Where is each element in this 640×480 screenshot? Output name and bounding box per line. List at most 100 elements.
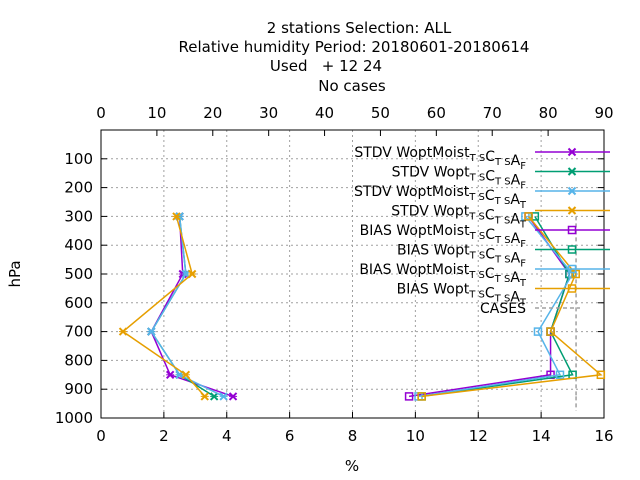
data-point	[228, 392, 238, 401]
legend-label-part: STDV Wopt	[392, 165, 470, 181]
legend-label-part: STDV Wopt	[391, 204, 469, 220]
y-tick-label: 1000	[55, 409, 93, 427]
legend-label-part: F	[520, 239, 526, 250]
legend-label-part: A	[510, 192, 520, 208]
y-tick-label: 500	[64, 265, 93, 283]
legend-label-part: T S	[494, 216, 511, 227]
data-point	[219, 392, 228, 401]
legend-label: BIAS WoptMoistT SCT SAT	[359, 262, 527, 289]
legend-label-part: T S	[469, 153, 486, 164]
title-line-1: 2 stations Selection: ALL	[267, 19, 452, 37]
legend-entry: BIAS WoptMoistT SCT SAF	[360, 223, 610, 250]
legend-label-part: BIAS WoptMoist	[360, 223, 470, 239]
x2-tick-label: 70	[483, 104, 502, 122]
series-line	[421, 215, 603, 398]
legend-label-part: T S	[469, 251, 486, 262]
legend-label-part: A	[511, 231, 521, 247]
legend-label-part: C	[485, 266, 495, 282]
legend-label-part: T S	[494, 235, 511, 246]
legend-label-part: BIAS Wopt	[397, 243, 470, 259]
legend-label: STDV WoptT SCT SAT	[391, 204, 527, 231]
legend-label-part: STDV WoptMoist	[354, 145, 470, 161]
grid	[101, 130, 604, 418]
data-point	[404, 392, 414, 401]
x2-tick-label: 90	[594, 104, 613, 122]
x2-tick-label: 40	[315, 104, 334, 122]
legend-label-part: T S	[494, 294, 511, 305]
legend-label-part: T S	[494, 255, 511, 266]
data-point	[555, 370, 565, 380]
x-tick-label: 10	[406, 427, 425, 445]
legend-label-part: C	[485, 286, 495, 302]
series-4	[118, 212, 209, 401]
series	[118, 212, 606, 401]
legend-label-part: C	[485, 149, 495, 165]
legend-label-part: A	[511, 173, 521, 189]
data-point	[533, 327, 543, 336]
x2-tick-label: 20	[203, 104, 222, 122]
data-point	[172, 212, 181, 221]
legend-entry: BIAS WoptT SCT SAF	[397, 243, 610, 270]
legend-label-part: BIAS Wopt	[397, 282, 470, 298]
data-point	[187, 269, 197, 279]
x2-tick-label: 60	[427, 104, 446, 122]
legend-label-part: A	[510, 290, 520, 306]
legend-label-part: T S	[494, 177, 511, 188]
legend-label-part: T	[519, 278, 527, 289]
legend-label: STDV WoptT SCT SAF	[392, 165, 527, 192]
legend-entry-cases: CASES	[480, 301, 580, 317]
legend-marker	[567, 225, 577, 235]
legend-label-part: C	[485, 188, 495, 204]
x-tick-label: 12	[469, 427, 488, 445]
x-tick-label: 6	[285, 427, 295, 445]
legend-marker	[567, 186, 577, 196]
legend-entry: STDV WoptMoistT SCT SAF	[354, 145, 610, 172]
y-tick-label: 800	[64, 351, 93, 369]
y-tick-label: 900	[64, 380, 93, 398]
data-point	[181, 370, 191, 380]
legend-label-part: C	[485, 227, 495, 243]
title-line-3: Used + 12 24	[270, 57, 382, 75]
legend-label-part: T S	[468, 192, 485, 203]
data-point	[524, 212, 533, 221]
legend-label-part: T S	[469, 173, 486, 184]
legend-label-part: T	[519, 298, 527, 309]
series-line	[150, 216, 224, 398]
legend-marker	[567, 245, 577, 254]
legend-label-part: BIAS WoptMoist	[359, 262, 469, 278]
legend-label-cases: CASES	[480, 301, 526, 317]
legend-entry: BIAS WoptT SCT SAT	[397, 282, 610, 309]
legend-label-part: STDV WoptMoist	[354, 184, 470, 200]
series-1	[147, 212, 238, 401]
data-point	[596, 370, 606, 380]
x-tick-label: 4	[222, 427, 232, 445]
legend-label-part: A	[511, 251, 521, 267]
x-tick-label: 0	[96, 427, 106, 445]
x2-tick-label: 50	[371, 104, 390, 122]
legend-label-part: A	[510, 212, 520, 228]
legend-marker	[567, 147, 577, 157]
data-point	[147, 327, 156, 336]
x2-tick-label: 0	[96, 104, 106, 122]
legend-label-part: T	[519, 220, 527, 231]
series-line	[418, 215, 574, 398]
legend-label-part: T S	[468, 270, 485, 281]
legend-label: BIAS WoptT SCT SAF	[397, 243, 526, 270]
legend-label-part: T	[519, 200, 527, 211]
x-tick-label: 8	[348, 427, 358, 445]
legend-label-part: C	[485, 169, 495, 185]
title: 2 stations Selection: ALL Relative humid…	[179, 19, 530, 95]
title-line-2: Relative humidity Period: 20180601-20180…	[179, 38, 530, 56]
data-point	[209, 392, 219, 401]
legend-label: BIAS WoptT SCT SAT	[397, 282, 527, 309]
y-tick-label: 100	[64, 150, 93, 168]
x2-tick-label: 10	[147, 104, 166, 122]
legend-marker	[567, 284, 577, 293]
legend-marker	[567, 167, 577, 176]
x-axis-label: %	[345, 457, 359, 475]
y-tick-label: 200	[64, 179, 93, 197]
legend-entry: STDV WoptT SCT SAT	[391, 204, 610, 231]
x2-tick-label: 30	[259, 104, 278, 122]
title-line-4: No cases	[318, 77, 386, 95]
